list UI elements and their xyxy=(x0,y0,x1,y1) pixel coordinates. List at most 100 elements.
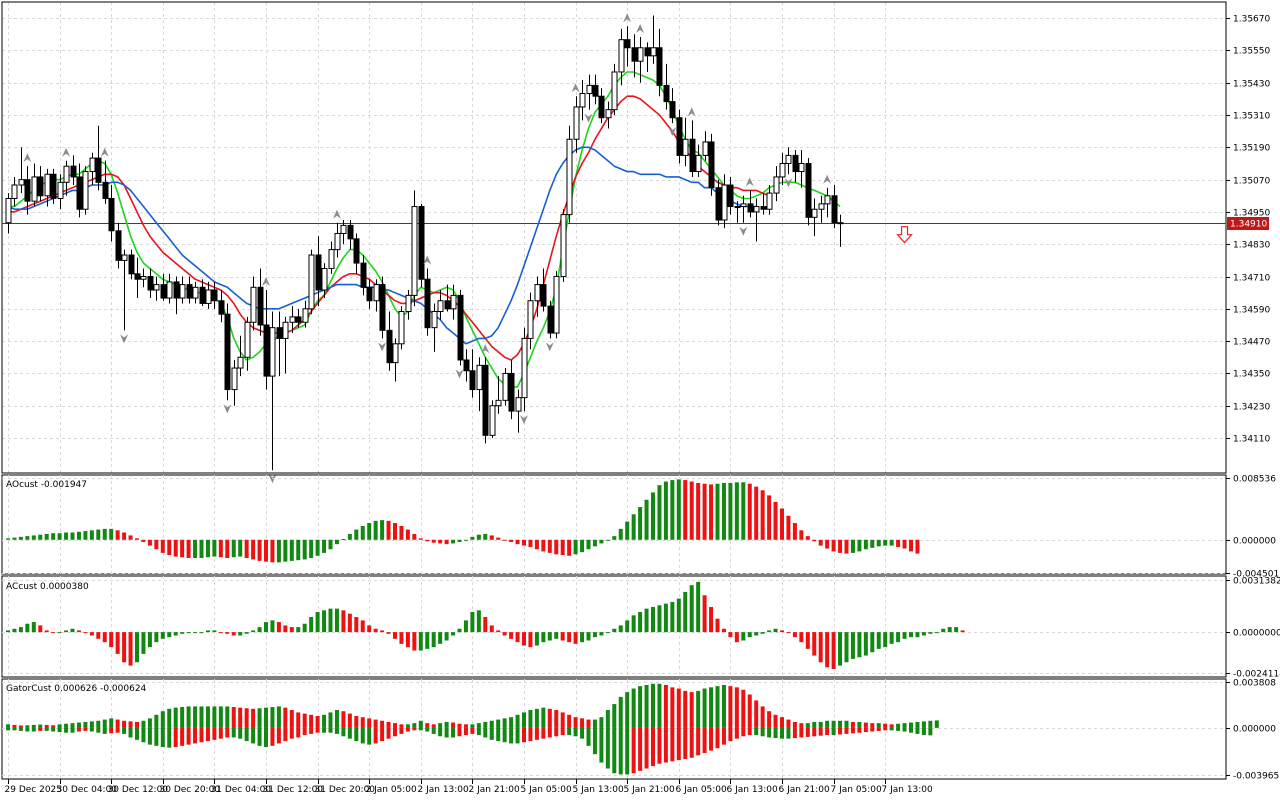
ao-bar xyxy=(128,535,133,540)
gator-upper-bar xyxy=(605,710,610,728)
ao-bar xyxy=(289,539,294,561)
gator-lower-bar xyxy=(515,727,520,744)
ac-bar xyxy=(380,630,385,633)
ac-panel[interactable]: 0.0031382 0.0000000 -0.0024114 ACcust 0.00… xyxy=(1,575,1280,680)
price-axis-label: 1.35550 xyxy=(1233,47,1270,57)
candle-body xyxy=(450,294,457,310)
ao-bar xyxy=(522,539,526,546)
candle-body xyxy=(521,337,528,399)
ac-bar xyxy=(838,632,843,666)
ao-bar xyxy=(225,539,230,558)
ac-bar xyxy=(496,630,501,633)
candle-body xyxy=(373,284,380,302)
time-axis-label: 7 Jan 05:00 xyxy=(831,785,883,795)
candle-body xyxy=(360,262,367,288)
gator-lower-bar xyxy=(921,727,926,736)
candle-body xyxy=(824,195,831,205)
gator-lower-bar xyxy=(296,727,301,738)
gator-upper-bar xyxy=(909,722,913,728)
gator-lower-bar xyxy=(193,727,198,744)
ao-bar xyxy=(276,539,281,563)
gator-upper-bar xyxy=(354,715,359,728)
gator-upper-bar xyxy=(341,711,346,728)
gator-lower-bar xyxy=(386,727,391,739)
ao-bar xyxy=(651,492,655,540)
gator-lower-bar xyxy=(689,727,694,758)
ac-bar xyxy=(367,625,372,633)
ac-bar xyxy=(625,620,630,633)
alligator-teeth-line xyxy=(8,95,770,361)
fractal-up-arrow xyxy=(481,344,490,354)
candle-body xyxy=(734,206,741,209)
gator-lower-bar xyxy=(876,727,881,731)
ao-bar xyxy=(251,539,256,560)
gator-upper-bar xyxy=(902,723,907,728)
candle-body xyxy=(392,343,399,364)
ao-bar xyxy=(173,539,178,557)
ac-bar xyxy=(96,632,101,639)
ao-bar xyxy=(644,499,649,540)
ao-bar xyxy=(741,482,746,540)
ac-bar xyxy=(580,632,585,643)
ac-bar xyxy=(244,632,249,634)
gator-upper-bar xyxy=(264,707,268,728)
time-axis-label: 31 Dec 20:00 xyxy=(315,785,376,795)
gator-upper-bar xyxy=(302,713,307,728)
gator-upper-bar xyxy=(496,719,501,728)
price-panel[interactable]: 1.35670 1.35550 1.35430 1.35310 1.35190 1.350… xyxy=(1,1,1270,484)
gator-lower-bar xyxy=(631,727,636,774)
gator-lower-bar xyxy=(863,727,868,733)
candle-body xyxy=(250,286,257,323)
ao-bar xyxy=(218,539,223,558)
ao-bar xyxy=(244,539,249,558)
candle-body xyxy=(656,47,663,86)
gator-lower-bar xyxy=(734,727,739,739)
gator-upper-bar xyxy=(147,718,152,728)
gator-title: GatorCust 0.000626 -0.000624 xyxy=(6,684,147,694)
ao-bar xyxy=(721,483,726,540)
ac-bar xyxy=(741,632,746,641)
ao-bar xyxy=(509,539,514,542)
fractal-down-arrow xyxy=(545,342,554,352)
ac-bar xyxy=(231,632,236,636)
ac-bar xyxy=(302,623,307,633)
gator-upper-bar xyxy=(296,712,301,728)
candle-body xyxy=(102,181,109,199)
ac-bar xyxy=(747,632,752,638)
ac-bar xyxy=(25,623,30,633)
ac-bar xyxy=(773,628,778,633)
gator-lower-bar xyxy=(251,727,256,744)
gator-upper-bar xyxy=(721,684,726,728)
gator-lower-bar xyxy=(857,727,862,733)
gator-lower-bar xyxy=(225,727,230,738)
time-axis-label: 31 Dec 12:00 xyxy=(263,785,324,795)
time-axis-label: 2 Jan 13:00 xyxy=(418,785,470,795)
gator-lower-bar xyxy=(231,727,236,738)
candle-body xyxy=(515,397,522,412)
candle-body xyxy=(153,284,160,291)
ao-bar xyxy=(767,495,772,540)
ao-bar xyxy=(605,539,610,541)
gator-panel[interactable]: 0.003808 0.000000 -0.003965 GatorCust 0.00… xyxy=(1,678,1279,782)
candle-body xyxy=(70,165,77,178)
fractal-down-arrow xyxy=(455,369,464,379)
candle-body xyxy=(44,173,51,197)
ao-bar xyxy=(715,483,720,540)
gator-upper-bar xyxy=(360,717,365,728)
ao-bar xyxy=(528,539,533,548)
ao-bar xyxy=(496,537,501,540)
ac-bar xyxy=(954,627,959,633)
ao-bar xyxy=(302,539,307,560)
ao-bar xyxy=(238,539,243,557)
candle-body xyxy=(89,157,96,173)
ao-panel[interactable]: 0.008536 0.000000 -0.004501 AOcust -0.0019… xyxy=(1,474,1279,580)
gator-lower-bar xyxy=(805,727,810,737)
candle-body xyxy=(269,327,276,377)
candle-body xyxy=(18,179,25,186)
ao-bar xyxy=(696,483,701,540)
ac-bar xyxy=(502,632,507,636)
ao-bar xyxy=(476,534,481,540)
ac-bar xyxy=(902,632,907,639)
gator-lower-bar xyxy=(915,727,920,734)
